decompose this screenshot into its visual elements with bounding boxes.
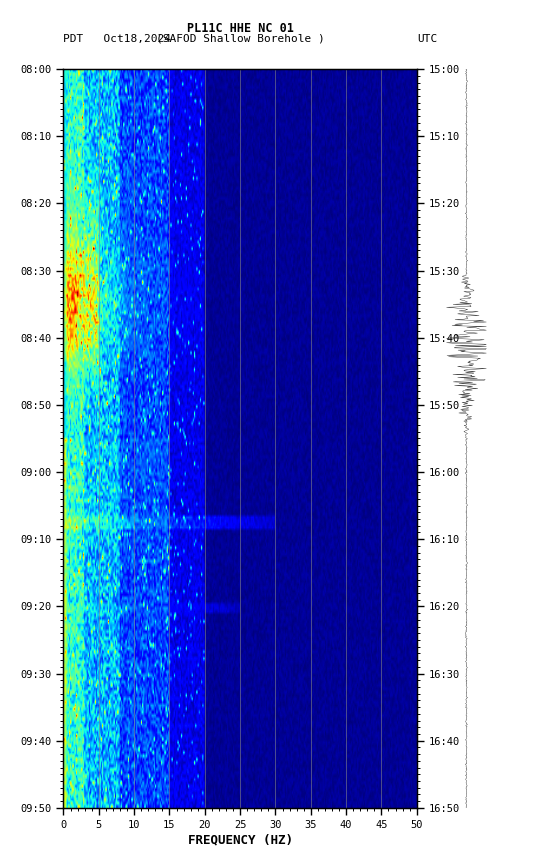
Text: PDT   Oct18,2024: PDT Oct18,2024 (63, 34, 172, 44)
X-axis label: FREQUENCY (HZ): FREQUENCY (HZ) (188, 834, 293, 847)
Text: (SAFOD Shallow Borehole ): (SAFOD Shallow Borehole ) (156, 34, 325, 44)
Text: PL11C HHE NC 01: PL11C HHE NC 01 (187, 22, 294, 35)
Text: UTC: UTC (417, 34, 437, 44)
